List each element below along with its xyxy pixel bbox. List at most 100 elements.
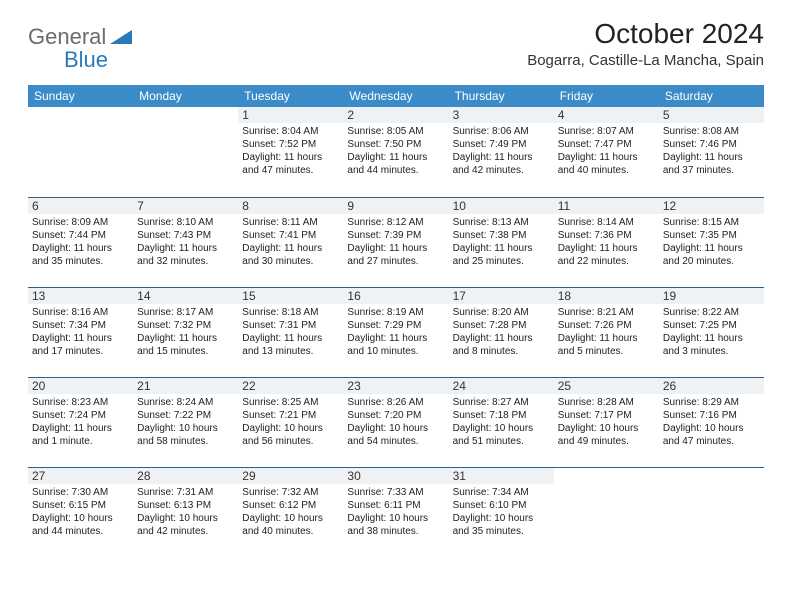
- day-number: 28: [133, 468, 238, 484]
- day-number: 5: [659, 107, 764, 123]
- day-details: Sunrise: 8:23 AMSunset: 7:24 PMDaylight:…: [32, 396, 129, 448]
- day-number: 25: [554, 378, 659, 394]
- day-details: Sunrise: 8:06 AMSunset: 7:49 PMDaylight:…: [453, 125, 550, 177]
- calendar-day-cell: 5 Sunrise: 8:08 AMSunset: 7:46 PMDaylight…: [659, 107, 764, 197]
- weekday-header: Friday: [554, 85, 659, 107]
- logo-triangle-icon: [110, 28, 132, 49]
- day-details: Sunrise: 8:22 AMSunset: 7:25 PMDaylight:…: [663, 306, 760, 358]
- calendar-day-cell: 1 Sunrise: 8:04 AMSunset: 7:52 PMDaylight…: [238, 107, 343, 197]
- day-number: 27: [28, 468, 133, 484]
- day-details: Sunrise: 8:05 AMSunset: 7:50 PMDaylight:…: [347, 125, 444, 177]
- day-details: Sunrise: 8:14 AMSunset: 7:36 PMDaylight:…: [558, 216, 655, 268]
- day-number: 18: [554, 288, 659, 304]
- calendar-day-cell: 20 Sunrise: 8:23 AMSunset: 7:24 PMDayligh…: [28, 377, 133, 467]
- calendar-day-cell: 27 Sunrise: 7:30 AMSunset: 6:15 PMDayligh…: [28, 467, 133, 557]
- calendar-day-cell: 11 Sunrise: 8:14 AMSunset: 7:36 PMDayligh…: [554, 197, 659, 287]
- day-number: 4: [554, 107, 659, 123]
- calendar-head: SundayMondayTuesdayWednesdayThursdayFrid…: [28, 85, 764, 107]
- day-number: 23: [343, 378, 448, 394]
- calendar-day-cell: 19 Sunrise: 8:22 AMSunset: 7:25 PMDayligh…: [659, 287, 764, 377]
- day-details: Sunrise: 7:33 AMSunset: 6:11 PMDaylight:…: [347, 486, 444, 538]
- calendar-day-cell: 15Sunrise: 8:18 AMSunset: 7:31 PMDayligh…: [238, 287, 343, 377]
- calendar-day-cell: 13 Sunrise: 8:16 AMSunset: 7:34 PMDayligh…: [28, 287, 133, 377]
- day-details: Sunrise: 8:07 AMSunset: 7:47 PMDaylight:…: [558, 125, 655, 177]
- day-details: Sunrise: 8:19 AMSunset: 7:29 PMDaylight:…: [347, 306, 444, 358]
- day-details: Sunrise: 8:13 AMSunset: 7:38 PMDaylight:…: [453, 216, 550, 268]
- calendar-day-cell: 31 Sunrise: 7:34 AMSunset: 6:10 PMDayligh…: [449, 467, 554, 557]
- calendar-week-row: 1 Sunrise: 8:04 AMSunset: 7:52 PMDaylight…: [28, 107, 764, 197]
- calendar-day-cell: [133, 107, 238, 197]
- day-number: 20: [28, 378, 133, 394]
- day-number: 3: [449, 107, 554, 123]
- day-number: 19: [659, 288, 764, 304]
- day-number: 7: [133, 198, 238, 214]
- day-number: 26: [659, 378, 764, 394]
- day-details: Sunrise: 8:24 AMSunset: 7:22 PMDaylight:…: [137, 396, 234, 448]
- calendar-day-cell: 25 Sunrise: 8:28 AMSunset: 7:17 PMDayligh…: [554, 377, 659, 467]
- calendar-week-row: 20 Sunrise: 8:23 AMSunset: 7:24 PMDayligh…: [28, 377, 764, 467]
- day-number: 21: [133, 378, 238, 394]
- day-number: 9: [343, 198, 448, 214]
- calendar-day-cell: 3 Sunrise: 8:06 AMSunset: 7:49 PMDaylight…: [449, 107, 554, 197]
- calendar-day-cell: 18 Sunrise: 8:21 AMSunset: 7:26 PMDayligh…: [554, 287, 659, 377]
- day-number: 29: [238, 468, 343, 484]
- calendar-day-cell: 23 Sunrise: 8:26 AMSunset: 7:20 PMDayligh…: [343, 377, 448, 467]
- calendar-day-cell: [659, 467, 764, 557]
- calendar-week-row: 6 Sunrise: 8:09 AMSunset: 7:44 PMDaylight…: [28, 197, 764, 287]
- day-details: Sunrise: 8:15 AMSunset: 7:35 PMDaylight:…: [663, 216, 760, 268]
- day-details: Sunrise: 8:18 AMSunset: 7:31 PMDaylight:…: [242, 306, 339, 358]
- day-number: 17: [449, 288, 554, 304]
- day-number: 12: [659, 198, 764, 214]
- day-number: 1: [238, 107, 343, 123]
- day-number: 30: [343, 468, 448, 484]
- day-details: Sunrise: 8:25 AMSunset: 7:21 PMDaylight:…: [242, 396, 339, 448]
- day-details: Sunrise: 8:28 AMSunset: 7:17 PMDaylight:…: [558, 396, 655, 448]
- calendar-day-cell: 7 Sunrise: 8:10 AMSunset: 7:43 PMDaylight…: [133, 197, 238, 287]
- day-number: 2: [343, 107, 448, 123]
- day-details: Sunrise: 7:30 AMSunset: 6:15 PMDaylight:…: [32, 486, 129, 538]
- calendar-day-cell: 22Sunrise: 8:25 AMSunset: 7:21 PMDayligh…: [238, 377, 343, 467]
- calendar-week-row: 27 Sunrise: 7:30 AMSunset: 6:15 PMDayligh…: [28, 467, 764, 557]
- day-number: 16: [343, 288, 448, 304]
- day-number: 11: [554, 198, 659, 214]
- calendar-day-cell: 24Sunrise: 8:27 AMSunset: 7:18 PMDayligh…: [449, 377, 554, 467]
- weekday-header: Tuesday: [238, 85, 343, 107]
- calendar-day-cell: 6 Sunrise: 8:09 AMSunset: 7:44 PMDaylight…: [28, 197, 133, 287]
- day-details: Sunrise: 7:34 AMSunset: 6:10 PMDaylight:…: [453, 486, 550, 538]
- calendar-day-cell: [554, 467, 659, 557]
- day-number: 24: [449, 378, 554, 394]
- day-number: 31: [449, 468, 554, 484]
- day-number: 6: [28, 198, 133, 214]
- day-details: Sunrise: 8:20 AMSunset: 7:28 PMDaylight:…: [453, 306, 550, 358]
- calendar-day-cell: [28, 107, 133, 197]
- calendar-day-cell: 2 Sunrise: 8:05 AMSunset: 7:50 PMDaylight…: [343, 107, 448, 197]
- day-details: Sunrise: 8:09 AMSunset: 7:44 PMDaylight:…: [32, 216, 129, 268]
- calendar-day-cell: 30 Sunrise: 7:33 AMSunset: 6:11 PMDayligh…: [343, 467, 448, 557]
- day-number: 14: [133, 288, 238, 304]
- calendar-day-cell: 4 Sunrise: 8:07 AMSunset: 7:47 PMDaylight…: [554, 107, 659, 197]
- calendar-day-cell: 29Sunrise: 7:32 AMSunset: 6:12 PMDayligh…: [238, 467, 343, 557]
- calendar-day-cell: 14Sunrise: 8:17 AMSunset: 7:32 PMDayligh…: [133, 287, 238, 377]
- day-details: Sunrise: 8:08 AMSunset: 7:46 PMDaylight:…: [663, 125, 760, 177]
- day-details: Sunrise: 8:26 AMSunset: 7:20 PMDaylight:…: [347, 396, 444, 448]
- calendar-day-cell: 8Sunrise: 8:11 AMSunset: 7:41 PMDaylight…: [238, 197, 343, 287]
- day-number: 13: [28, 288, 133, 304]
- weekday-header: Monday: [133, 85, 238, 107]
- logo-text-blue: Blue: [64, 47, 108, 72]
- day-details: Sunrise: 8:21 AMSunset: 7:26 PMDaylight:…: [558, 306, 655, 358]
- calendar-body: 1 Sunrise: 8:04 AMSunset: 7:52 PMDaylight…: [28, 107, 764, 557]
- calendar-table: SundayMondayTuesdayWednesdayThursdayFrid…: [28, 85, 764, 557]
- calendar-day-cell: 16 Sunrise: 8:19 AMSunset: 7:29 PMDayligh…: [343, 287, 448, 377]
- calendar-day-cell: 12 Sunrise: 8:15 AMSunset: 7:35 PMDayligh…: [659, 197, 764, 287]
- brand-logo: General: [28, 18, 134, 50]
- calendar-day-cell: 9 Sunrise: 8:12 AMSunset: 7:39 PMDaylight…: [343, 197, 448, 287]
- day-number: 10: [449, 198, 554, 214]
- day-details: Sunrise: 8:04 AMSunset: 7:52 PMDaylight:…: [242, 125, 339, 177]
- calendar-day-cell: 21 Sunrise: 8:24 AMSunset: 7:22 PMDayligh…: [133, 377, 238, 467]
- weekday-header: Wednesday: [343, 85, 448, 107]
- calendar-day-cell: 28Sunrise: 7:31 AMSunset: 6:13 PMDayligh…: [133, 467, 238, 557]
- day-details: Sunrise: 8:16 AMSunset: 7:34 PMDaylight:…: [32, 306, 129, 358]
- day-details: Sunrise: 8:12 AMSunset: 7:39 PMDaylight:…: [347, 216, 444, 268]
- calendar-page: General October 2024 Bogarra, Castille-L…: [0, 0, 792, 575]
- day-details: Sunrise: 8:10 AMSunset: 7:43 PMDaylight:…: [137, 216, 234, 268]
